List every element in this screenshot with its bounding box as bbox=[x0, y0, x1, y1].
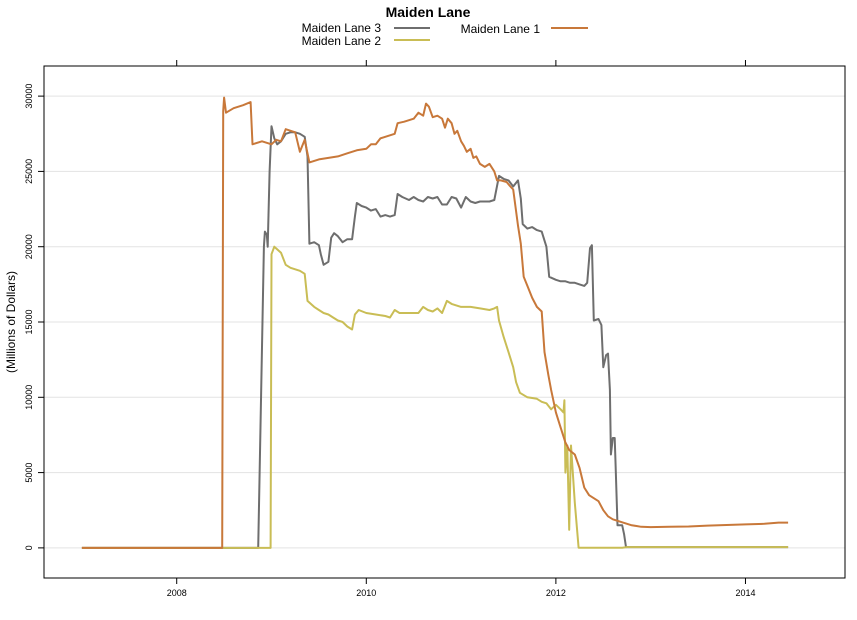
y-tick-label-30000: 30000 bbox=[24, 84, 34, 109]
series-line-maiden-lane-2 bbox=[81, 245, 789, 549]
legend-label-maiden-lane-1: Maiden Lane 1 bbox=[461, 22, 541, 36]
y-tick-label-10000: 10000 bbox=[24, 385, 34, 410]
y-axis-label: (Millions of Dollars) bbox=[4, 271, 18, 373]
legend: Maiden Lane 3 Maiden Lane 2 Maiden Lane … bbox=[302, 21, 588, 48]
y-tick-label-25000: 25000 bbox=[24, 159, 34, 184]
y-axis: 0 5000 10000 15000 20000 25000 30000 bbox=[24, 84, 44, 550]
x-tick-label-2012: 2012 bbox=[546, 588, 566, 598]
chart-title: Maiden Lane bbox=[386, 4, 471, 20]
y-tick-label-5000: 5000 bbox=[24, 463, 34, 483]
legend-label-maiden-lane-3: Maiden Lane 3 bbox=[302, 21, 382, 35]
x-tick-label-2014: 2014 bbox=[735, 588, 755, 598]
plot-frame bbox=[43, 65, 846, 579]
y-tick-label-20000: 20000 bbox=[24, 234, 34, 259]
legend-label-maiden-lane-2: Maiden Lane 2 bbox=[302, 34, 382, 48]
y-tick-label-15000: 15000 bbox=[24, 309, 34, 334]
x-tick-label-2008: 2008 bbox=[167, 588, 187, 598]
y-tick-label-0: 0 bbox=[24, 545, 34, 550]
series-line-maiden-lane-3 bbox=[81, 125, 789, 549]
gridlines bbox=[44, 95, 845, 549]
x-axis: 2008 2010 2012 2014 bbox=[167, 60, 755, 598]
series-lines bbox=[81, 96, 789, 549]
series-line-maiden-lane-1 bbox=[81, 96, 789, 549]
x-tick-label-2010: 2010 bbox=[356, 588, 376, 598]
